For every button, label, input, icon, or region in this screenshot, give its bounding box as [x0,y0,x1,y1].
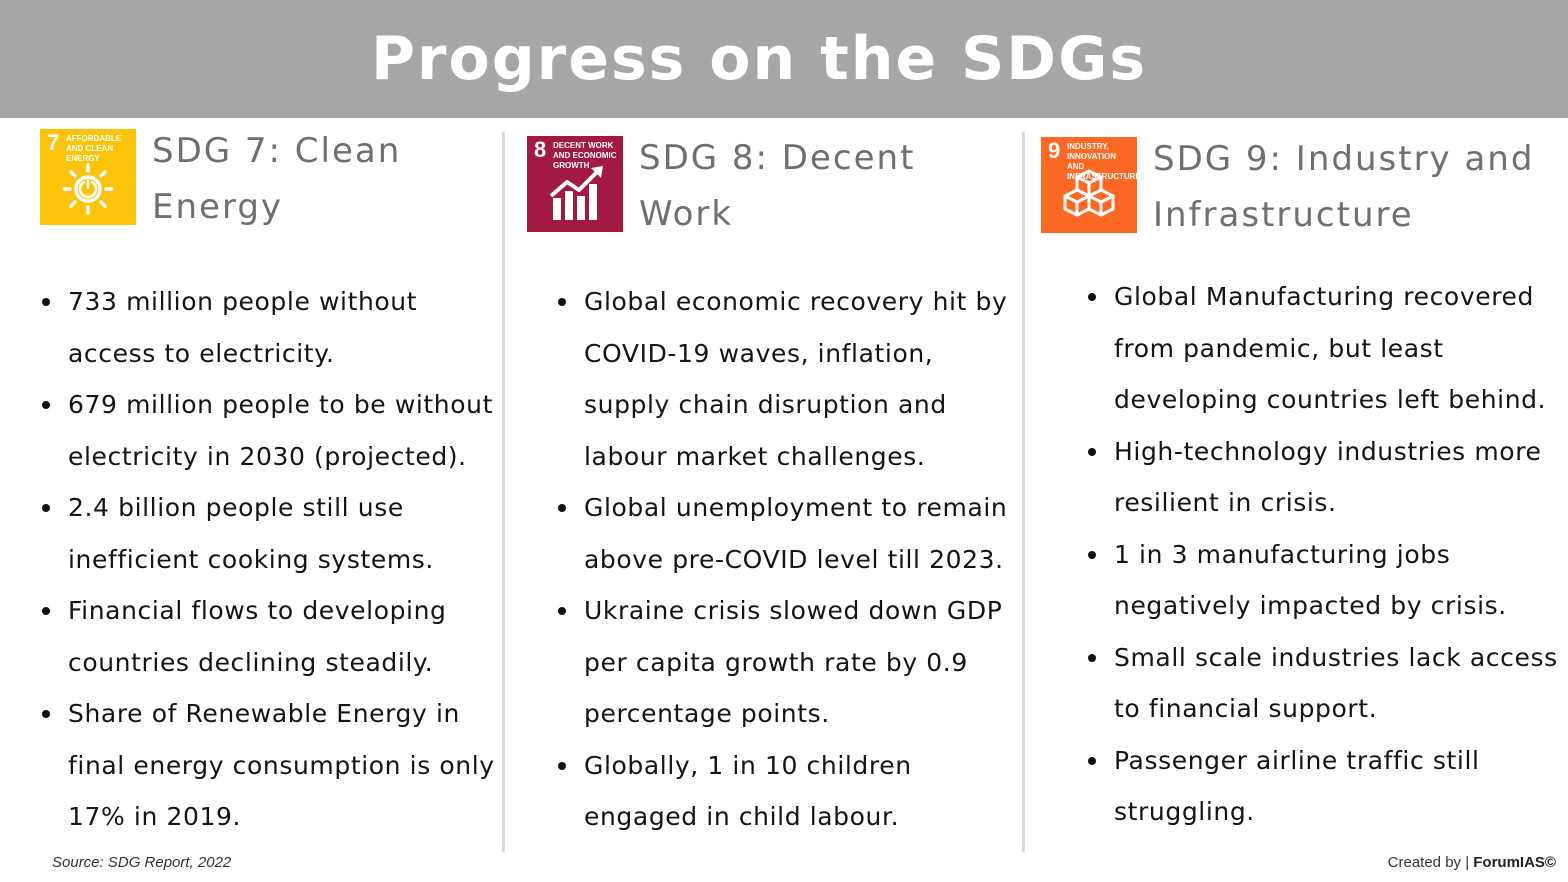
sdg8-header: 8 Decent Work and Economic Growth SDG 8:… [527,136,915,242]
list-item: Global economic recovery hit by COVID-19… [558,276,1018,482]
sdg8-badge-caption: Decent Work and Economic Growth [553,141,617,170]
list-item: 679 million people to be without electri… [42,379,497,482]
header-banner: Progress on the SDGs [0,0,1568,118]
list-item: Globally, 1 in 10 children engaged in ch… [558,740,1018,843]
column-divider [502,132,505,852]
sdg9-badge: 9 Industry, Innovation and Infrastructur… [1041,137,1137,233]
list-item: High-technology industries more resilien… [1088,426,1563,529]
sdg9-title-line1: SDG 9: Industry and [1153,139,1535,179]
column-divider [1022,132,1025,852]
sdg7-badge-caption: Affordable and Clean Energy [66,134,122,163]
sdg7-title-line2: Energy [152,187,284,227]
source-note: Source: SDG Report, 2022 [52,854,232,871]
sdg8-title-line1: SDG 8: Decent [639,138,916,178]
list-item: Ukraine crisis slowed down GDP per capit… [558,585,1018,740]
sdg9-title-line2: Infrastructure [1153,195,1414,235]
sdg7-header: 7 Affordable and Clean Energy [40,129,401,235]
list-item: Passenger airline traffic still struggli… [1088,735,1563,838]
sdg7-bullet-list: 733 million people without access to ele… [42,276,497,843]
cubes-icon [1063,169,1115,217]
list-item: 733 million people without access to ele… [42,276,497,379]
list-item: Financial flows to developing countries … [42,585,497,688]
list-item: Share of Renewable Energy in final energ… [42,688,497,843]
credit-note: Created by | ForumIAS© [1388,854,1556,871]
list-item: Global unemployment to remain above pre-… [558,482,1018,585]
sun-power-icon [62,163,114,215]
growth-chart-icon [549,166,603,220]
credit-brand: ForumIAS© [1473,854,1556,871]
sdg8-badge-number: 8 [534,137,547,162]
list-item: 1 in 3 manufacturing jobs negatively imp… [1088,529,1563,632]
sdg9-header: 9 Industry, Innovation and Infrastructur… [1041,137,1534,243]
sdg8-bullet-list: Global economic recovery hit by COVID-19… [558,276,1018,843]
list-item: Global Manufacturing recovered from pand… [1088,271,1563,426]
sdg8-title-line2: Work [639,194,734,234]
sdg7-badge-number: 7 [47,130,60,155]
sdg7-title-line1: SDG 7: Clean [152,131,402,171]
sdg9-title: SDG 9: Industry and Infrastructure [1153,131,1534,243]
sdg7-badge: 7 Affordable and Clean Energy [40,129,136,225]
sdg8-badge: 8 Decent Work and Economic Growth [527,136,623,232]
sdg7-title: SDG 7: Clean Energy [152,123,401,235]
list-item: 2.4 billion people still use inefficient… [42,482,497,585]
sdg9-bullet-list: Global Manufacturing recovered from pand… [1088,271,1563,838]
credit-prefix: Created by | [1387,854,1474,871]
sdg8-title: SDG 8: Decent Work [639,130,915,242]
sdg9-badge-number: 9 [1048,138,1061,163]
page-title: Progress on the SDGs [370,24,1148,94]
list-item: Small scale industries lack access to fi… [1088,632,1563,735]
